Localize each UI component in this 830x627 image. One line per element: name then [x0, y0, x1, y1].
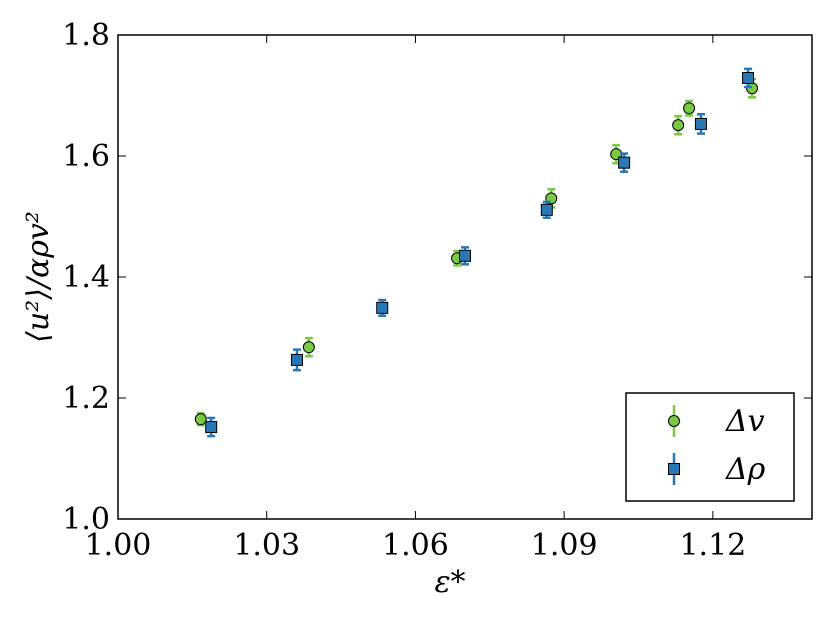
x-tick-label: 1.12	[679, 528, 746, 563]
x-axis-label: ε*	[434, 565, 465, 600]
data-point	[459, 249, 471, 262]
data-point	[540, 203, 553, 216]
data-point	[618, 156, 631, 169]
y-tick-label: 1.6	[62, 139, 110, 174]
data-point	[694, 117, 707, 130]
data-point	[194, 413, 207, 426]
legend-marker	[668, 415, 680, 427]
y-tick-label: 1.8	[62, 18, 110, 53]
y-tick-label: 1.4	[62, 260, 110, 295]
data-point	[302, 341, 315, 354]
data-point	[376, 301, 389, 314]
legend-marker	[668, 463, 680, 475]
x-tick-label: 1.00	[85, 528, 152, 563]
y-tick-label: 1.0	[62, 502, 110, 537]
x-tick-label: 1.09	[531, 528, 598, 563]
legend-label: Δv	[725, 404, 765, 439]
x-tick-label: 1.03	[233, 528, 300, 563]
data-point	[205, 421, 218, 434]
legend-label: Δρ	[725, 452, 766, 487]
x-tick-label: 1.06	[382, 528, 449, 563]
y-axis-label: ⟨u²⟩/αρv²	[21, 211, 56, 343]
data-point	[290, 353, 303, 366]
data-point	[742, 71, 755, 84]
y-tick-label: 1.2	[62, 381, 110, 416]
legend-box	[625, 392, 795, 502]
data-point	[683, 102, 696, 115]
data-point	[672, 119, 685, 132]
